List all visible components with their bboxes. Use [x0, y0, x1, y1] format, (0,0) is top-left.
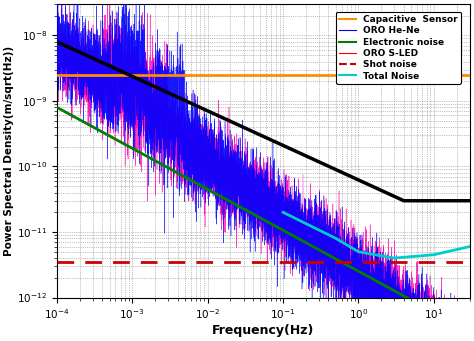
Y-axis label: Power Spectral Density(m/sqrt(Hz)): Power Spectral Density(m/sqrt(Hz)): [4, 46, 14, 256]
Legend: Capacitive  Sensor, ORO He-Ne, Electronic noise, ORO S-LED, Shot noise, Total No: Capacitive Sensor, ORO He-Ne, Electronic…: [336, 12, 461, 84]
X-axis label: Frequency(Hz): Frequency(Hz): [212, 324, 315, 337]
